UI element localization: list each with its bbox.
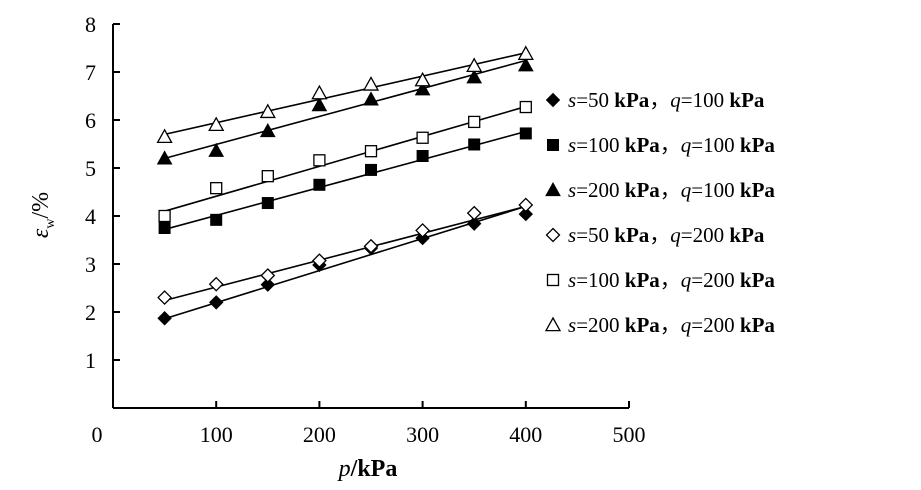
data-point <box>414 71 431 87</box>
data-point <box>363 238 379 254</box>
data-point <box>518 206 534 222</box>
data-point <box>208 142 225 157</box>
data-point <box>468 138 481 151</box>
y-tick-label: 6 <box>85 108 96 133</box>
data-point <box>313 178 326 191</box>
legend-label: s=50 kPa，q=200 kPa <box>568 223 765 247</box>
data-point <box>261 197 274 210</box>
data-point <box>466 57 483 73</box>
x-tick-label: 400 <box>509 422 542 447</box>
data-point <box>517 57 534 72</box>
x-axis-label: p/kPa <box>337 456 398 482</box>
fit-line <box>164 52 526 136</box>
data-point <box>260 277 276 292</box>
legend-label: s=200 kPa，q=100 kPa <box>568 178 775 202</box>
data-point <box>156 128 173 144</box>
x-tick-label: 200 <box>303 422 336 447</box>
data-point <box>260 268 276 283</box>
legend-item: s=50 kPa，q=100 kPa <box>545 88 765 112</box>
data-point <box>261 170 274 183</box>
y-tick-label: 8 <box>85 12 96 37</box>
data-point <box>415 230 430 246</box>
data-point <box>519 127 532 140</box>
data-point <box>158 209 171 223</box>
legend-marker <box>545 92 561 108</box>
legend-marker <box>544 316 562 332</box>
legend-item: s=50 kPa，q=200 kPa <box>545 223 765 247</box>
y-tick-label: 7 <box>85 60 96 85</box>
y-tick-label: 3 <box>85 252 96 277</box>
data-point <box>362 76 380 91</box>
legend-label: s=200 kPa，q=200 kPa <box>568 313 775 337</box>
data-point <box>466 216 482 231</box>
fit-line <box>164 59 527 160</box>
legend-marker <box>545 181 561 197</box>
x-tick-label: 100 <box>200 422 233 447</box>
fit-lines <box>164 52 527 320</box>
ticks: 0 100 200 300 400 500 1 2 3 4 5 6 7 8 <box>85 12 646 447</box>
data-point <box>363 91 379 106</box>
legend-item: s=200 kPa，q=100 kPa <box>545 178 775 202</box>
data-point <box>415 222 431 238</box>
fit-line <box>164 105 527 212</box>
data-point <box>259 103 276 119</box>
legend-item: s=200 kPa，q=200 kPa <box>544 313 775 337</box>
legend-label: s=50 kPa，q=100 kPa <box>568 88 765 112</box>
data-point <box>313 154 326 167</box>
y-tick-label: 5 <box>85 156 96 181</box>
legend-label: s=100 kPa，q=100 kPa <box>568 133 775 157</box>
legend-marker <box>545 227 561 243</box>
data-point <box>208 276 224 292</box>
data-point <box>466 69 483 84</box>
legend-marker <box>546 273 560 287</box>
data-point <box>519 100 532 114</box>
y-axis-label: εw/% <box>28 192 58 238</box>
y-tick-label: 1 <box>85 348 96 373</box>
fit-line <box>164 205 527 320</box>
data-point <box>311 97 328 112</box>
data-point <box>210 182 223 195</box>
x-tick-label: 500 <box>613 422 646 447</box>
x-tick-label: 0 <box>92 422 103 447</box>
data-point <box>518 197 534 213</box>
y-tick-label: 2 <box>85 300 96 325</box>
legend-label: s=100 kPa，q=200 kPa <box>568 268 775 292</box>
fit-line <box>164 130 527 231</box>
data-point <box>416 131 429 144</box>
x-tick-label: 300 <box>406 422 439 447</box>
data-point <box>158 222 171 234</box>
data-point <box>414 81 431 96</box>
data-point <box>210 213 223 226</box>
data-point <box>156 150 173 165</box>
legend-item: s=100 kPa，q=100 kPa <box>547 133 775 157</box>
legend-item: s=100 kPa，q=200 kPa <box>546 268 775 292</box>
y-tick-label: 4 <box>85 204 96 229</box>
data-point <box>311 253 327 269</box>
data-point <box>365 163 377 176</box>
data-markers <box>156 45 534 326</box>
data-point <box>157 311 172 326</box>
legend-marker <box>547 139 559 151</box>
fit-line <box>164 205 527 302</box>
data-point <box>157 290 173 306</box>
legend: s=50 kPa，q=100 kPa s=100 kPa，q=100 kPa s=2… <box>544 88 775 337</box>
data-point <box>259 123 276 138</box>
data-point <box>416 150 429 162</box>
data-point <box>517 45 534 61</box>
data-point <box>208 116 225 132</box>
data-point <box>311 84 328 100</box>
data-point <box>364 145 378 158</box>
data-point <box>208 295 224 310</box>
data-point <box>466 205 482 221</box>
data-point <box>468 115 481 129</box>
